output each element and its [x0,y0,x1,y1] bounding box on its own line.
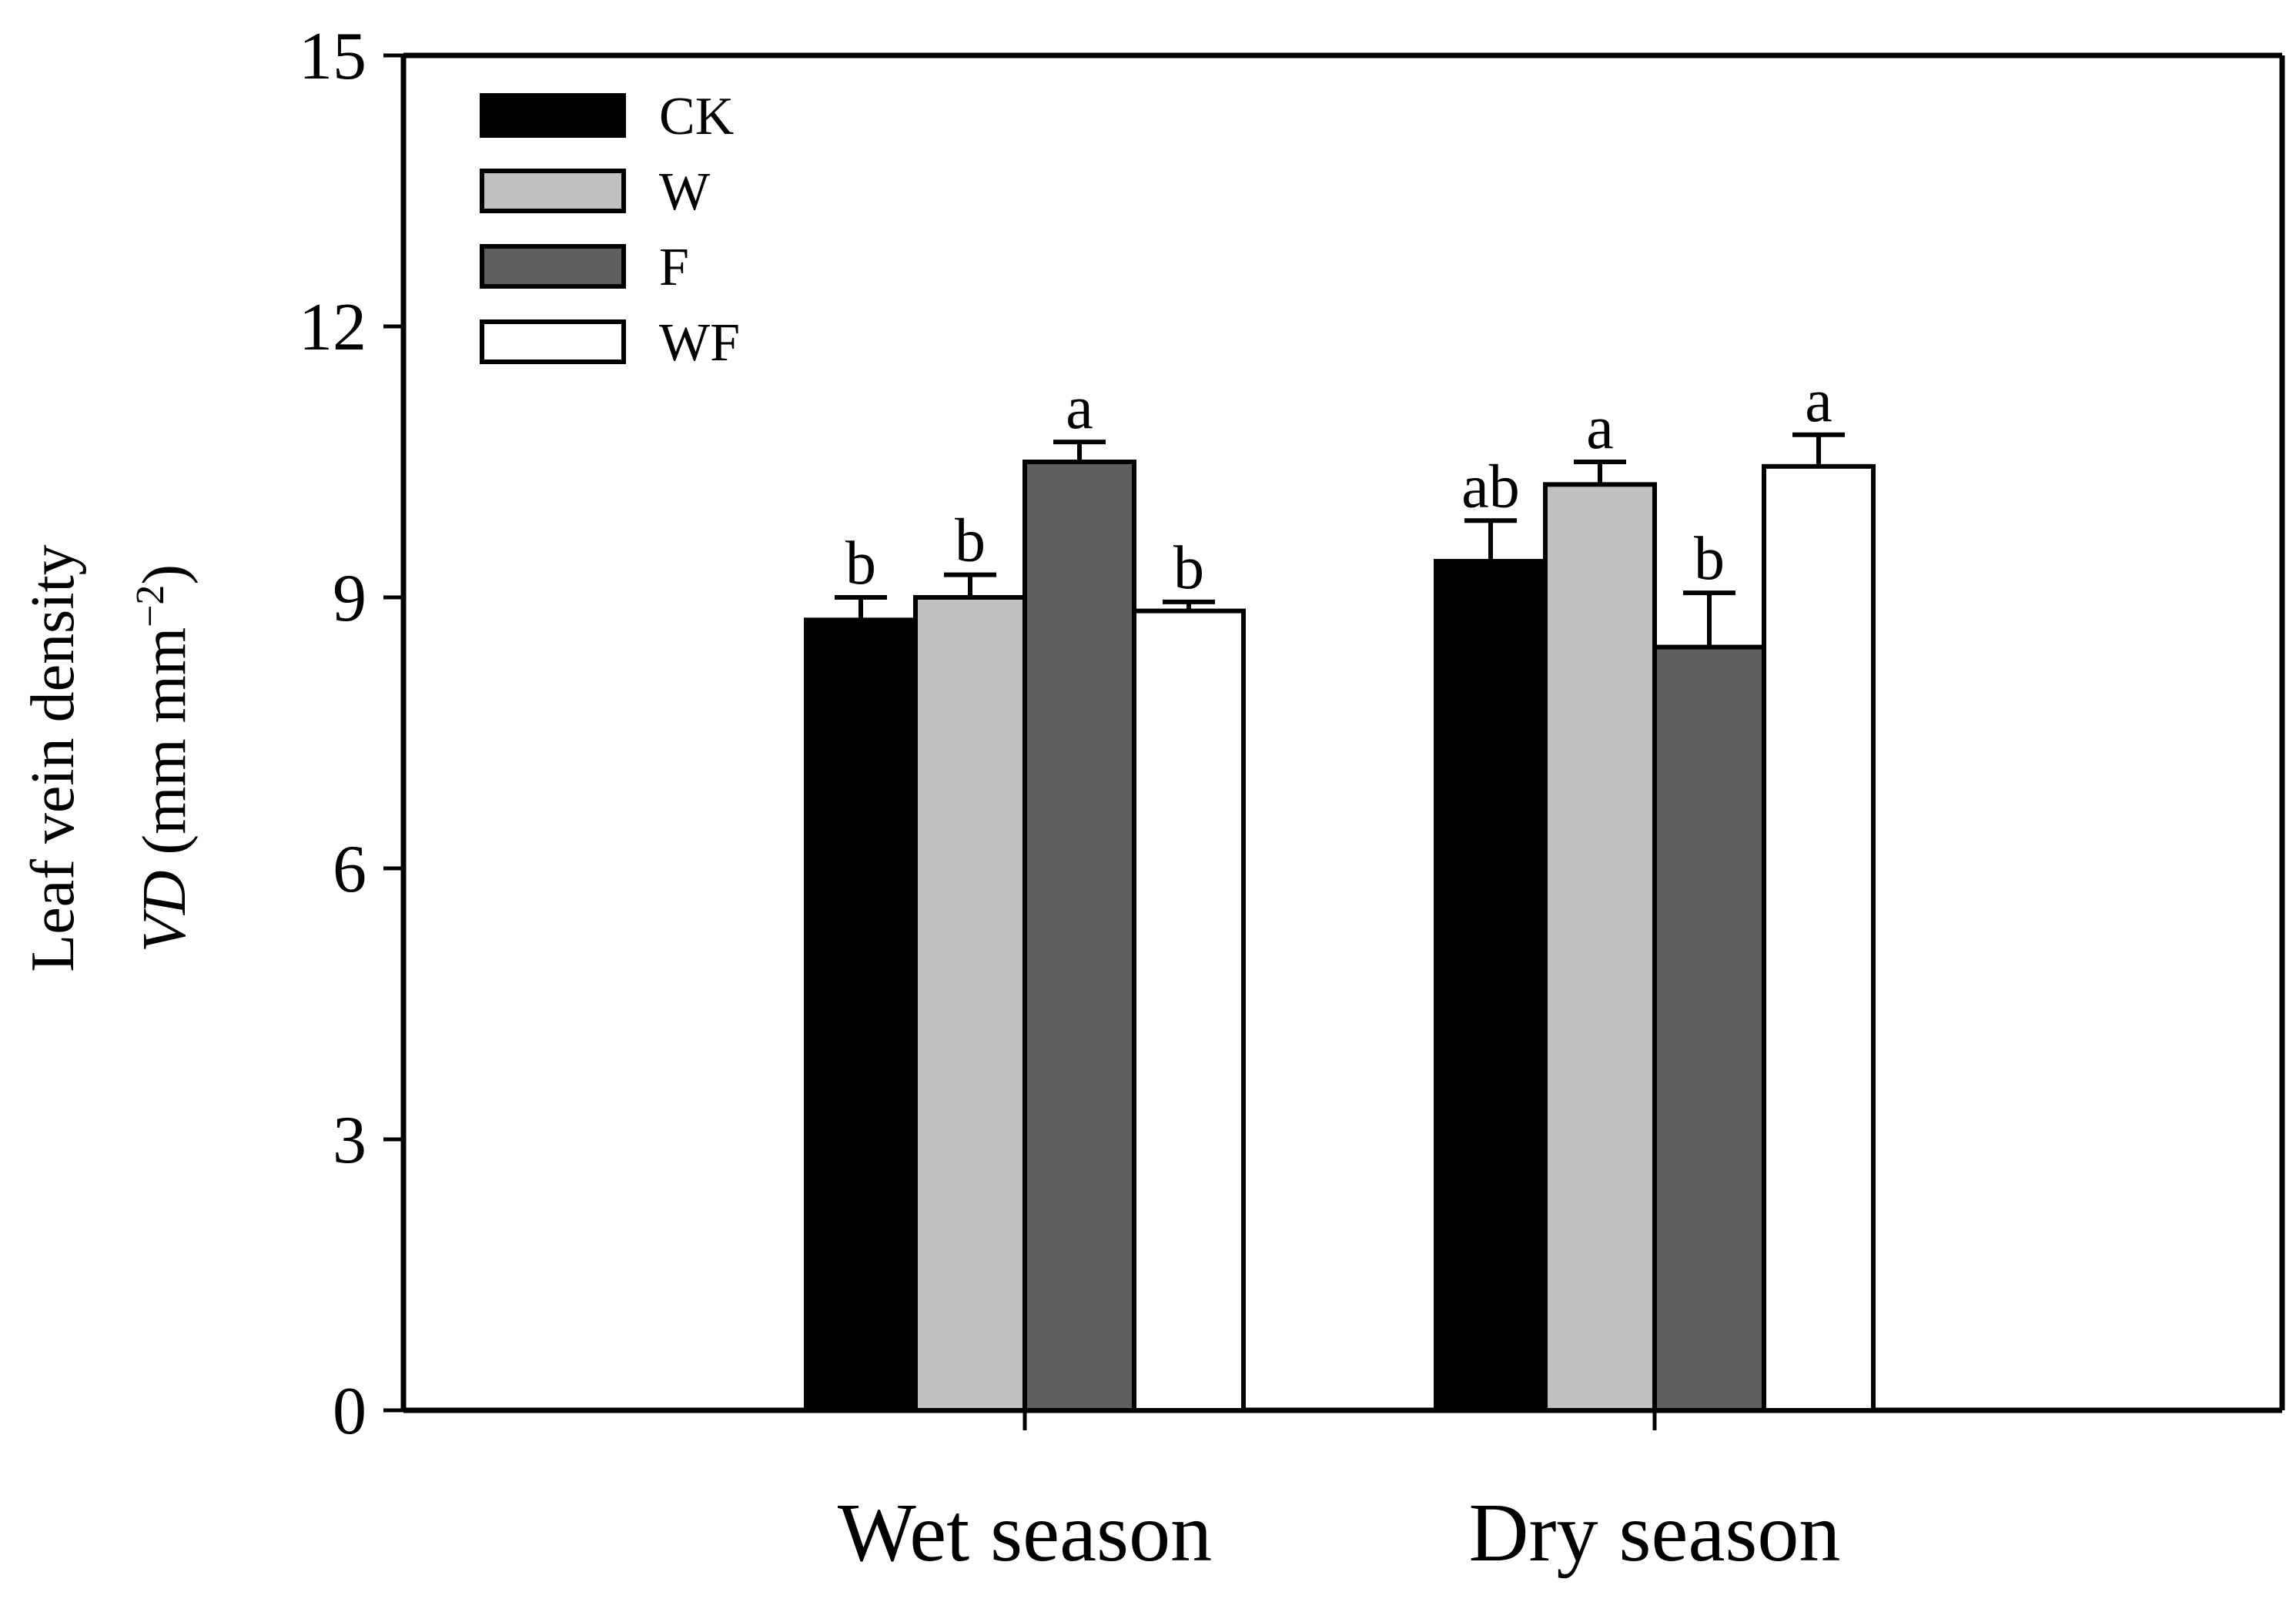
bar [804,617,918,1413]
x-category-label: Dry season [1469,1487,1841,1579]
significance-letter: b [1173,534,1204,602]
y-axis-label-units: (mm mm [131,627,199,855]
legend-label: F [659,238,689,297]
significance-letter: a [1586,394,1614,462]
significance-letter: a [1066,374,1093,442]
legend: CK WF WF [480,87,740,373]
legend-swatch [480,93,626,138]
legend-swatch [480,244,626,289]
legend-label: WF [659,313,740,373]
legend-label: CK [659,87,734,146]
bar [1543,482,1657,1413]
bar [1022,460,1136,1413]
y-axis: 0 3 6 9 12 15 [299,19,403,1449]
bar [1762,463,1876,1413]
bar [1652,644,1766,1413]
x-category-label: Wet season [838,1487,1212,1579]
bar [1434,559,1548,1413]
y-tick-label: 0 [333,1374,366,1449]
y-axis-label-exponent: −2 [129,585,172,627]
bar [1132,608,1246,1413]
bar [913,595,1027,1413]
plot-frame [400,52,2285,1413]
y-tick-label: 3 [333,1103,366,1178]
y-axis-label-line2: VD (mm mm−2) [129,564,199,952]
y-tick-label: 9 [333,561,366,636]
legend-swatch [480,319,626,364]
y-tick-label: 15 [299,19,366,94]
legend-label: W [659,162,710,222]
legend-swatch [480,169,626,213]
significance-letter: ab [1461,453,1520,520]
significance-letter: b [845,530,876,597]
y-tick-label: 6 [333,832,366,907]
significance-letter: b [1694,525,1725,593]
y-axis-label-close: ) [131,564,199,585]
y-tick-label: 12 [299,290,366,365]
y-axis-label-line1: Leaf vein density [19,544,87,972]
significance-letter: b [955,507,986,575]
y-axis-label: Leaf vein density VD (mm mm−2) [19,544,199,972]
significance-letter: a [1805,367,1832,435]
x-axis: Wet season Dry season [838,1410,1841,1579]
y-axis-label-variable: VD [131,870,199,952]
